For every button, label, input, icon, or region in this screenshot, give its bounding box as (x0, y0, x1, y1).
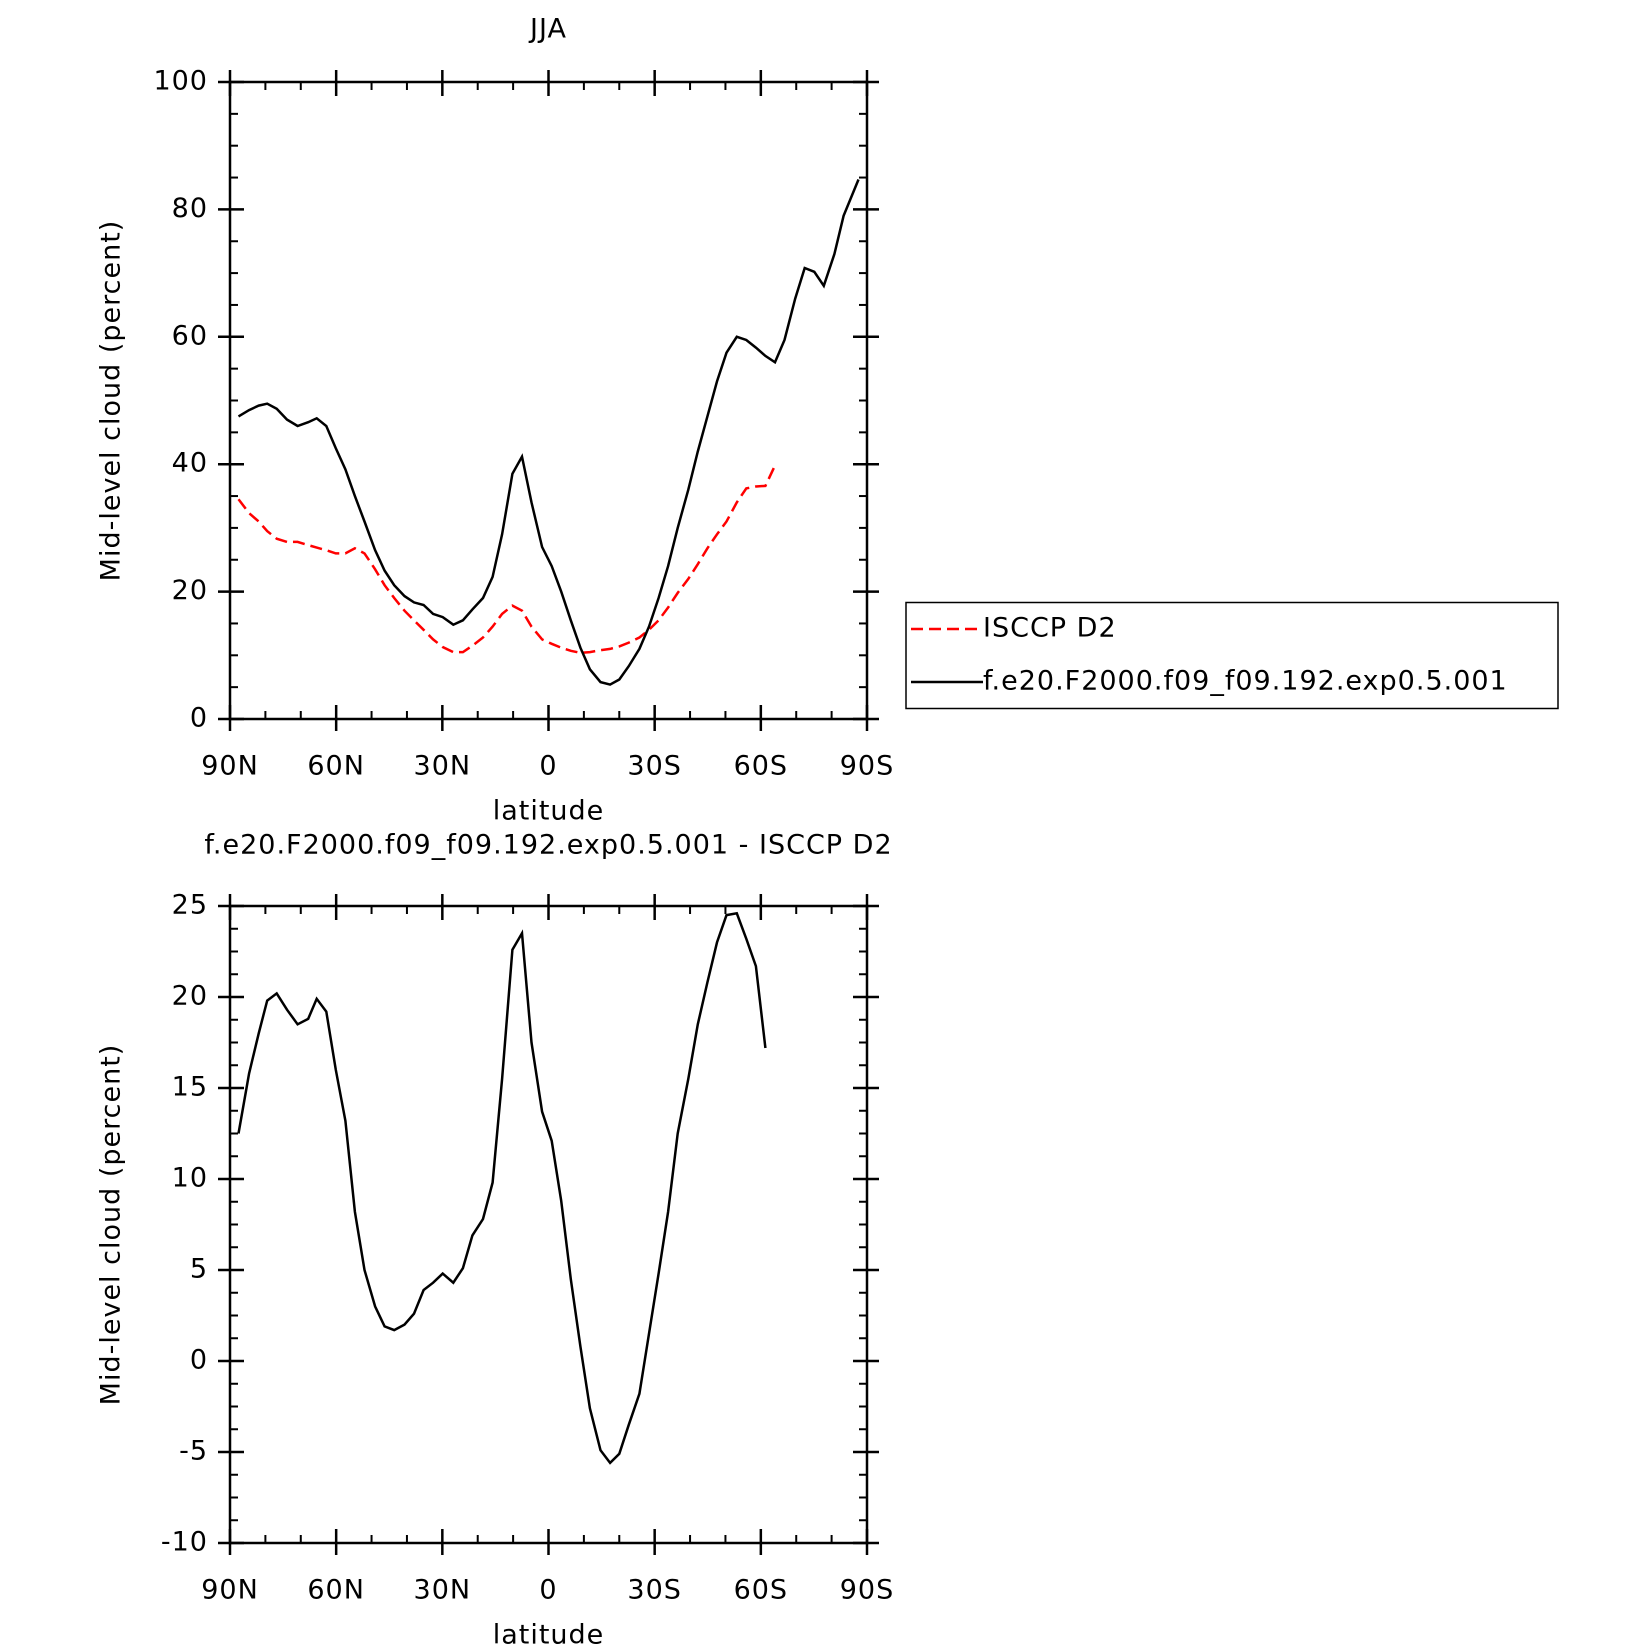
data-line (237, 179, 860, 686)
x-tick-label: 0 (539, 1575, 557, 1606)
y-tick-label: 10 (172, 1163, 208, 1194)
legend-label: ISCCP D2 (983, 613, 1117, 644)
y-tick-label: 15 (172, 1072, 208, 1103)
x-tick-label: 60N (307, 751, 365, 782)
y-tick-label: 20 (172, 981, 208, 1012)
y-tick-label: 20 (172, 575, 208, 606)
y-tick-label: 60 (172, 320, 208, 351)
y-tick-label: 0 (190, 703, 208, 734)
y-tick-label: 100 (153, 66, 208, 97)
x-tick-label: 30S (627, 1575, 682, 1606)
x-tick-label: 30N (414, 1575, 472, 1606)
plot-frame (228, 904, 869, 1545)
y-tick-label: 5 (190, 1254, 208, 1285)
y-axis-label: Mid-level cloud (percent) (96, 220, 127, 582)
chart-title: JJA (528, 14, 567, 45)
y-tick-label: 0 (190, 1345, 208, 1376)
x-tick-label: 30S (627, 751, 682, 782)
y-axis-label: Mid-level cloud (percent) (96, 1044, 127, 1406)
data-line (237, 911, 767, 1465)
x-tick-label: 60S (734, 751, 789, 782)
chart-title: f.e20.F2000.f09_f09.192.exp0.5.001 - ISC… (204, 830, 892, 861)
x-axis-label: latitude (493, 796, 605, 827)
legend-label: f.e20.F2000.f09_f09.192.exp0.5.001 (983, 666, 1508, 697)
legend-box (905, 601, 1559, 710)
x-axis-label: latitude (493, 1620, 605, 1651)
x-tick-label: 90N (201, 1575, 259, 1606)
x-tick-label: 60S (734, 1575, 789, 1606)
x-tick-label: 60N (307, 1575, 365, 1606)
y-tick-label: -5 (179, 1436, 208, 1467)
x-tick-label: 30N (414, 751, 472, 782)
plot-frame (228, 80, 869, 721)
y-tick-label: 25 (172, 890, 208, 921)
x-tick-label: 90S (840, 1575, 895, 1606)
x-tick-label: 90S (840, 751, 895, 782)
y-tick-label: -10 (161, 1527, 208, 1558)
y-tick-label: 40 (172, 448, 208, 479)
x-tick-label: 0 (539, 751, 557, 782)
data-line (237, 464, 777, 655)
x-tick-label: 90N (201, 751, 259, 782)
y-tick-label: 80 (172, 193, 208, 224)
